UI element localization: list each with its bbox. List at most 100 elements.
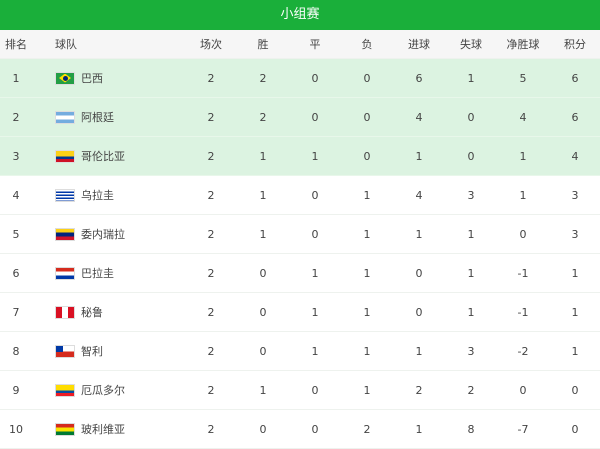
team-name[interactable]: 巴西 — [81, 72, 103, 85]
column-header[interactable]: 平 — [309, 38, 321, 51]
pts-cell: 4 — [571, 149, 579, 163]
bolivia-flag-icon — [55, 422, 75, 436]
table-row[interactable]: 1 巴西 2 2 0 0 6 1 5 6 — [0, 59, 600, 98]
w-cell: 1 — [259, 188, 267, 202]
chile-flag-icon — [55, 344, 75, 358]
team-cell: 玻利维亚 — [55, 410, 195, 448]
table-row[interactable]: 5 委内瑞拉 2 1 0 1 1 1 0 3 — [0, 215, 600, 254]
l-cell: 0 — [363, 110, 371, 124]
team-name[interactable]: 乌拉圭 — [81, 189, 114, 202]
pts-cell: 1 — [571, 266, 579, 280]
table-row[interactable]: 3 哥伦比亚 2 1 1 0 1 0 1 4 — [0, 137, 600, 176]
header-row: 排名 球队 场次 胜 平 负 进球 失球 净胜球 积分 — [0, 30, 600, 59]
table-row[interactable]: 10 玻利维亚 2 0 0 2 1 8 -7 0 — [0, 410, 600, 449]
rank-cell: 9 — [12, 383, 20, 397]
table-row[interactable]: 2 阿根廷 2 2 0 0 4 0 4 6 — [0, 98, 600, 137]
colombia-flag-icon — [55, 149, 75, 163]
gf-cell: 4 — [415, 188, 423, 202]
ga-cell: 2 — [467, 383, 475, 397]
team-cell: 巴拉圭 — [55, 254, 195, 292]
ga-cell: 3 — [467, 344, 475, 358]
team-name[interactable]: 委内瑞拉 — [81, 228, 125, 241]
column-header[interactable]: 进球 — [408, 38, 430, 51]
gf-cell: 4 — [415, 110, 423, 124]
team-name[interactable]: 厄瓜多尔 — [81, 384, 125, 397]
column-header[interactable]: 胜 — [257, 38, 269, 51]
team-name[interactable]: 阿根廷 — [81, 111, 114, 124]
column-header[interactable]: 净胜球 — [506, 38, 540, 51]
column-header[interactable]: 球队 — [55, 38, 77, 51]
brazil-flag-icon — [55, 71, 75, 85]
column-header[interactable]: 排名 — [5, 38, 27, 51]
ga-cell: 0 — [467, 110, 475, 124]
pts-cell: 1 — [571, 305, 579, 319]
p-cell: 2 — [207, 422, 215, 436]
team-name[interactable]: 哥伦比亚 — [81, 150, 125, 163]
argentina-flag-icon — [55, 110, 75, 124]
gd-cell: -2 — [517, 344, 529, 358]
gf-cell: 0 — [415, 305, 423, 319]
gf-cell: 1 — [415, 227, 423, 241]
d-cell: 1 — [311, 149, 319, 163]
gd-cell: 4 — [519, 110, 527, 124]
rank-cell: 10 — [9, 422, 23, 436]
ga-cell: 8 — [467, 422, 475, 436]
gd-cell: 0 — [519, 383, 527, 397]
rank-cell: 7 — [12, 305, 20, 319]
ecuador-flag-icon — [55, 383, 75, 397]
standings-table: 排名 球队 场次胜平负进球 失球 净胜球 积分 1 巴西 2 2 0 0 6 1 5 6 2 阿根廷 2 2 0 0 4 0 4… — [0, 30, 600, 449]
gd-cell: 5 — [519, 71, 527, 85]
p-cell: 2 — [207, 110, 215, 124]
rank-cell: 1 — [12, 71, 20, 85]
gd-cell: -7 — [517, 422, 529, 436]
pts-cell: 1 — [571, 344, 579, 358]
ga-cell: 1 — [467, 71, 475, 85]
l-cell: 1 — [363, 227, 371, 241]
ga-cell: 0 — [467, 149, 475, 163]
d-cell: 0 — [311, 188, 319, 202]
w-cell: 0 — [259, 344, 267, 358]
pts-cell: 3 — [571, 188, 579, 202]
gf-cell: 1 — [415, 422, 423, 436]
w-cell: 2 — [259, 71, 267, 85]
d-cell: 0 — [311, 110, 319, 124]
column-header[interactable]: 负 — [361, 38, 373, 51]
gd-cell: 0 — [519, 227, 527, 241]
team-name[interactable]: 秘鲁 — [81, 306, 103, 319]
d-cell: 0 — [311, 227, 319, 241]
d-cell: 0 — [311, 383, 319, 397]
venezuela-flag-icon — [55, 227, 75, 241]
column-header[interactable]: 失球 — [460, 38, 482, 51]
d-cell: 1 — [311, 266, 319, 280]
rank-cell: 8 — [12, 344, 20, 358]
w-cell: 0 — [259, 266, 267, 280]
team-cell: 厄瓜多尔 — [55, 371, 195, 409]
table-row[interactable]: 7 秘鲁 2 0 1 1 0 1 -1 1 — [0, 293, 600, 332]
w-cell: 1 — [259, 383, 267, 397]
pts-cell: 0 — [571, 422, 579, 436]
table-row[interactable]: 9 厄瓜多尔 2 1 0 1 2 2 0 0 — [0, 371, 600, 410]
p-cell: 2 — [207, 305, 215, 319]
team-name[interactable]: 智利 — [81, 345, 103, 358]
rank-cell: 3 — [12, 149, 20, 163]
column-header[interactable]: 积分 — [564, 38, 586, 51]
team-name[interactable]: 巴拉圭 — [81, 267, 114, 280]
gf-cell: 2 — [415, 383, 423, 397]
l-cell: 1 — [363, 266, 371, 280]
rank-cell: 2 — [12, 110, 20, 124]
l-cell: 1 — [363, 305, 371, 319]
column-header[interactable]: 场次 — [200, 38, 222, 51]
table-row[interactable]: 8 智利 2 0 1 1 1 3 -2 1 — [0, 332, 600, 371]
gf-cell: 1 — [415, 344, 423, 358]
uruguay-flag-icon — [55, 188, 75, 202]
table-row[interactable]: 4 乌拉圭 2 1 0 1 4 3 1 3 — [0, 176, 600, 215]
pts-cell: 0 — [571, 383, 579, 397]
ga-cell: 1 — [467, 266, 475, 280]
p-cell: 2 — [207, 71, 215, 85]
team-name[interactable]: 玻利维亚 — [81, 423, 125, 436]
ga-cell: 1 — [467, 227, 475, 241]
table-row[interactable]: 6 巴拉圭 2 0 1 1 0 1 -1 1 — [0, 254, 600, 293]
pts-cell: 6 — [571, 71, 579, 85]
paraguay-flag-icon — [55, 266, 75, 280]
p-cell: 2 — [207, 266, 215, 280]
